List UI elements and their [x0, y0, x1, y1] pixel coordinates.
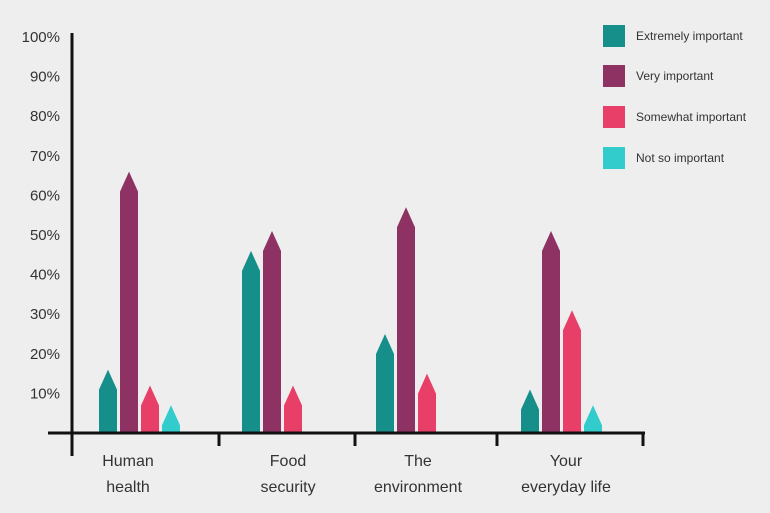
bar — [120, 171, 138, 433]
bar — [242, 250, 260, 433]
y-tick-label: 80% — [30, 108, 60, 125]
y-tick-label: 90% — [30, 69, 60, 86]
y-tick-label: 40% — [30, 267, 60, 284]
bar — [563, 310, 581, 433]
legend-label: Not so important — [636, 151, 725, 165]
x-category-label: The — [404, 453, 432, 470]
y-tick-label: 20% — [30, 346, 60, 363]
x-category-label: security — [260, 479, 315, 496]
y-tick-label: 10% — [30, 385, 60, 402]
bar — [418, 373, 436, 433]
bar — [397, 207, 415, 433]
bar — [376, 334, 394, 433]
legend-swatch — [603, 65, 625, 87]
axes — [48, 33, 645, 456]
bar — [263, 231, 281, 433]
legend-label: Extremely important — [636, 29, 743, 43]
bar — [542, 231, 560, 433]
bar — [141, 385, 159, 433]
legend-swatch — [603, 147, 625, 169]
legend-label: Very important — [636, 69, 714, 83]
x-category-label: Human — [102, 453, 154, 470]
y-tick-label: 30% — [30, 306, 60, 323]
bar — [284, 385, 302, 433]
y-tick-label: 60% — [30, 187, 60, 204]
x-axis-labels: Human health Food security The environment You… — [102, 453, 611, 496]
x-category-label: everyday life — [521, 479, 611, 496]
y-tick-label: 100% — [22, 29, 60, 46]
y-tick-label: 50% — [30, 227, 60, 244]
bar — [162, 405, 180, 433]
legend-swatch — [603, 25, 625, 47]
bar — [584, 405, 602, 433]
y-tick-label: 70% — [30, 148, 60, 165]
x-category-label: environment — [374, 479, 463, 496]
legend: Extremely important Very important Somewha… — [603, 25, 747, 169]
bar — [521, 389, 539, 433]
y-axis-ticks: 10% 20% 30% 40% 50% 60% 70% 80% 90% 100% — [22, 29, 60, 402]
legend-swatch — [603, 106, 625, 128]
x-category-label: health — [106, 479, 150, 496]
bars — [99, 171, 602, 433]
x-category-label: Your — [550, 453, 583, 470]
bar — [99, 369, 117, 433]
legend-label: Somewhat important — [636, 110, 747, 124]
x-category-label: Food — [270, 453, 306, 470]
